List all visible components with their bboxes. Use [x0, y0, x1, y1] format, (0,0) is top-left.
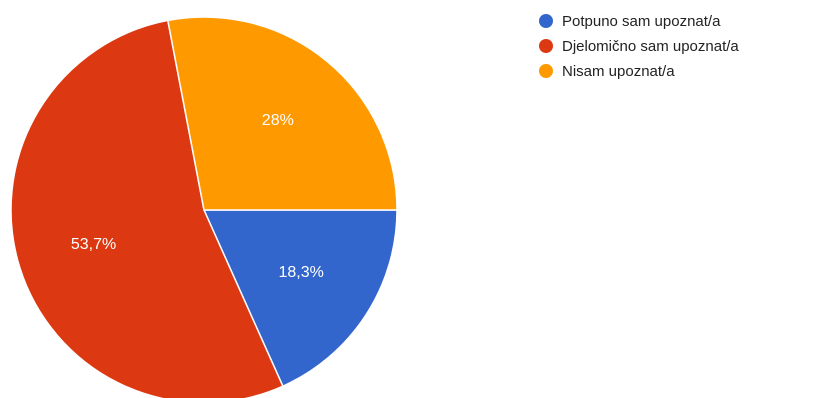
slice-label-potpuno: 18,3%: [278, 264, 323, 281]
legend-swatch-nisam: [539, 64, 553, 78]
legend-swatch-djelomicno: [539, 39, 553, 53]
pie-slice-djelomicno[interactable]: [10, 19, 284, 398]
legend-label-djelomicno: Djelomično sam upoznat/a: [562, 37, 739, 55]
pie-slice-nisam[interactable]: [166, 16, 398, 211]
legend-item-djelomicno[interactable]: Djelomično sam upoznat/a: [539, 36, 739, 56]
legend-label-nisam: Nisam upoznat/a: [562, 62, 675, 80]
legend-item-nisam[interactable]: Nisam upoznat/a: [539, 61, 739, 81]
legend-swatch-potpuno: [539, 14, 553, 28]
pie-slice-labels: 18,3% 53,7% 28%: [71, 112, 324, 281]
pie-slices: [10, 16, 398, 398]
slice-label-djelomicno: 53,7%: [71, 236, 116, 253]
slice-label-nisam: 28%: [262, 112, 294, 129]
legend-label-potpuno: Potpuno sam upoznat/a: [562, 12, 721, 30]
pie-slice-potpuno[interactable]: [202, 209, 398, 388]
legend: Potpuno sam upoznat/a Djelomično sam upo…: [539, 11, 739, 86]
legend-item-potpuno[interactable]: Potpuno sam upoznat/a: [539, 11, 739, 31]
